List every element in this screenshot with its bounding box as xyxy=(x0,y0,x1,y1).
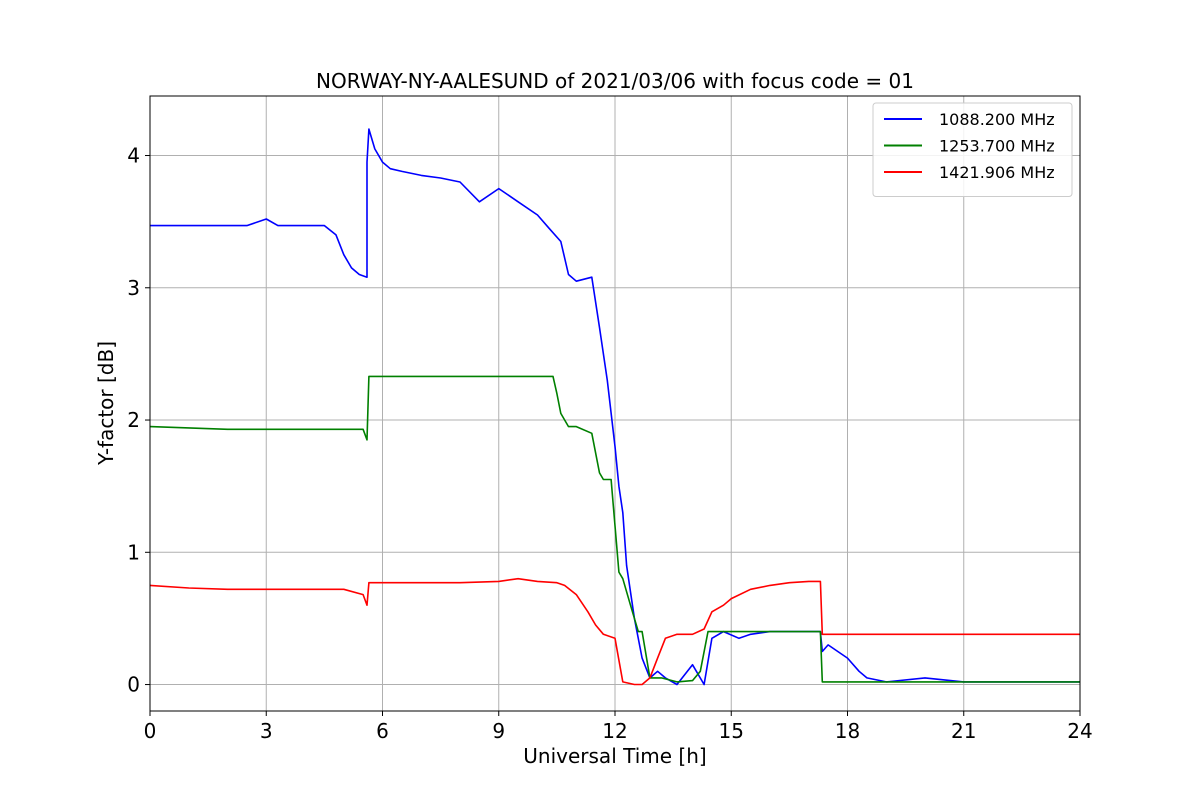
y-tick-label-1: 1 xyxy=(127,540,140,564)
x-tick-label-7: 21 xyxy=(951,719,976,743)
x-tick-label-2: 6 xyxy=(376,719,389,743)
legend-label-0: 1088.200 MHz xyxy=(939,110,1055,129)
x-tick-label-4: 12 xyxy=(602,719,627,743)
legend-box xyxy=(872,102,1073,197)
series-line-1 xyxy=(149,375,1080,683)
series-line-0 xyxy=(150,128,1080,686)
legend-label-2: 1421.906 MHz xyxy=(939,163,1055,182)
y-axis: 0 1 2 3 4 xyxy=(127,144,150,697)
x-axis-label: Universal Time [h] xyxy=(523,744,706,768)
legend-label-1: 1253.700 MHz xyxy=(939,137,1055,156)
y-tick-label-0: 0 xyxy=(127,673,140,697)
x-axis: 0 3 6 9 12 15 18 21 24 xyxy=(144,711,1093,743)
x-tick-label-5: 15 xyxy=(719,719,744,743)
y-tick-label-3: 3 xyxy=(127,276,140,300)
x-tick-label-6: 18 xyxy=(835,719,860,743)
series-line-2 xyxy=(149,577,1080,686)
x-tick-label-1: 3 xyxy=(260,719,273,743)
x-tick-label-0: 0 xyxy=(144,719,157,743)
y-tick-label-2: 2 xyxy=(127,408,140,432)
y-axis-label: Y-factor [dB] xyxy=(94,341,118,466)
plot-area xyxy=(149,128,1080,686)
y-tick-label-4: 4 xyxy=(127,144,140,168)
x-tick-label-8: 24 xyxy=(1067,719,1092,743)
chart-title: NORWAY-NY-AALESUND of 2021/03/06 with fo… xyxy=(316,69,914,93)
legend: 1088.200 MHz 1253.700 MHz 1421.906 MHz xyxy=(872,102,1073,197)
x-tick-label-3: 9 xyxy=(492,719,505,743)
